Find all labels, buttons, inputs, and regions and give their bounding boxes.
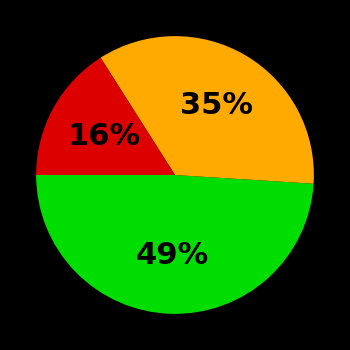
Text: 35%: 35% xyxy=(180,91,252,120)
Wedge shape xyxy=(100,36,314,184)
Wedge shape xyxy=(36,175,314,314)
Text: 16%: 16% xyxy=(68,122,141,151)
Text: 49%: 49% xyxy=(136,241,209,270)
Wedge shape xyxy=(36,58,175,175)
